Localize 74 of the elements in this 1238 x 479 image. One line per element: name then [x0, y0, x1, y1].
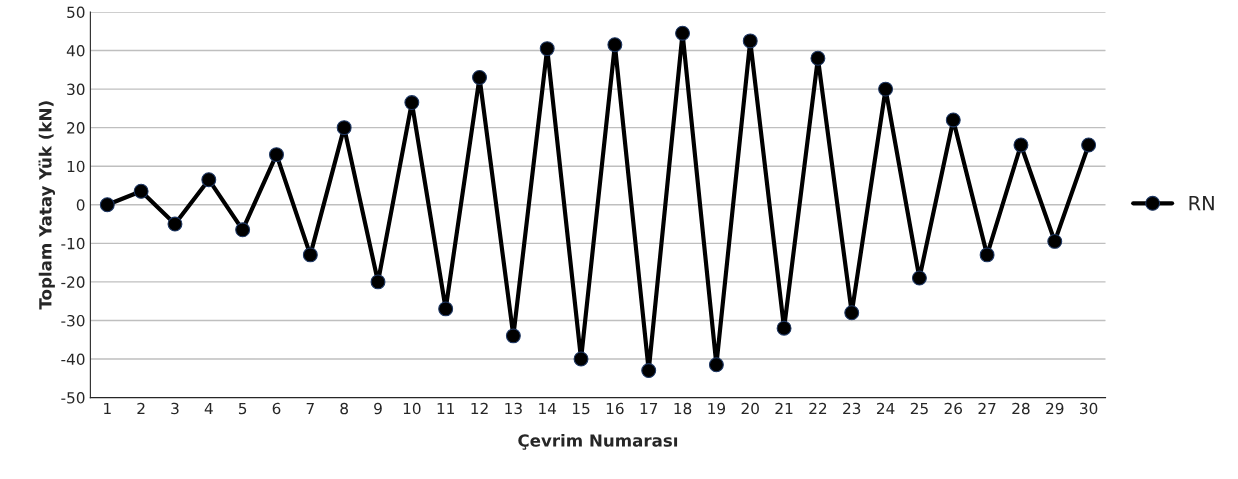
x-tick-label: 29: [1046, 402, 1064, 415]
x-tick-label: 15: [572, 402, 590, 415]
x-tick-label: 3: [171, 402, 179, 415]
y-tick-label: 10: [67, 160, 85, 173]
x-tick-label: 30: [1080, 402, 1098, 415]
y-tick-label: 20: [67, 122, 85, 134]
point: [979, 247, 995, 263]
point: [302, 247, 318, 263]
x-tick-label: 23: [843, 402, 861, 415]
point: [505, 328, 521, 344]
x-tick-label: 14: [539, 402, 557, 415]
y-tick-label: 40: [66, 45, 85, 57]
point: [539, 41, 555, 57]
point: [844, 305, 860, 321]
x-tick-label: 28: [1012, 402, 1030, 415]
x-tick-label: 17: [640, 402, 658, 415]
x-tick-label: 26: [944, 402, 963, 415]
y-tick-label: -10: [61, 237, 85, 250]
x-tick-label: 27: [978, 402, 996, 415]
x-tick-label: 10: [403, 402, 421, 415]
x-tick-label: 19: [708, 402, 726, 415]
point: [404, 95, 420, 111]
point: [675, 25, 691, 41]
x-tick-label: 24: [876, 402, 895, 415]
point: [201, 172, 217, 188]
y-tick-label: -50: [61, 392, 85, 404]
legend-label: RN: [1189, 195, 1214, 211]
point: [472, 70, 487, 85]
point: [370, 274, 386, 290]
y-tick-label: 0: [76, 199, 85, 211]
y-axis-title: Toplam Yatay Yük (kN): [38, 101, 55, 310]
point: [708, 357, 724, 373]
x-tick-label: 11: [437, 402, 454, 415]
point: [167, 216, 183, 232]
x-tick-label: 16: [606, 402, 624, 415]
x-tick-label: 8: [340, 402, 348, 415]
point: [641, 363, 657, 379]
y-tick-label: 50: [67, 6, 85, 18]
point: [1047, 233, 1063, 249]
point: [607, 37, 623, 53]
point: [810, 50, 826, 66]
point: [878, 81, 894, 97]
point: [945, 112, 961, 128]
y-tick-label: -30: [61, 314, 85, 327]
y-tick-label: 30: [67, 83, 85, 96]
point: [911, 270, 927, 286]
point: [776, 320, 792, 336]
point: [99, 197, 115, 213]
x-tick-label: 21: [775, 402, 793, 415]
point: [235, 222, 251, 238]
x-tick-label: 1: [104, 402, 111, 415]
x-tick-label: 18: [674, 402, 692, 415]
x-tick-label: 9: [374, 402, 382, 415]
point: [438, 301, 454, 317]
point: [133, 183, 149, 199]
x-tick-label: 20: [741, 402, 759, 415]
point: [269, 147, 284, 163]
x-tick-label: 5: [238, 402, 247, 415]
x-tick-label: 12: [471, 402, 488, 415]
y-tick-label: -20: [61, 276, 85, 288]
x-tick-label: 2: [137, 402, 145, 415]
x-tick-label: 4: [204, 402, 213, 415]
y-tick-label: -40: [61, 353, 85, 366]
point: [573, 351, 589, 367]
x-tick-label: 22: [809, 402, 827, 415]
x-tick-label: 13: [505, 402, 522, 415]
point: [336, 120, 352, 136]
x-tick-label: 25: [910, 402, 928, 415]
x-tick-label: 7: [306, 402, 314, 415]
x-axis-title: Çevrim Numarası: [518, 433, 678, 450]
point: [1081, 137, 1097, 153]
point: [1013, 137, 1029, 153]
point: [742, 33, 758, 49]
x-tick-label: 6: [272, 402, 281, 415]
